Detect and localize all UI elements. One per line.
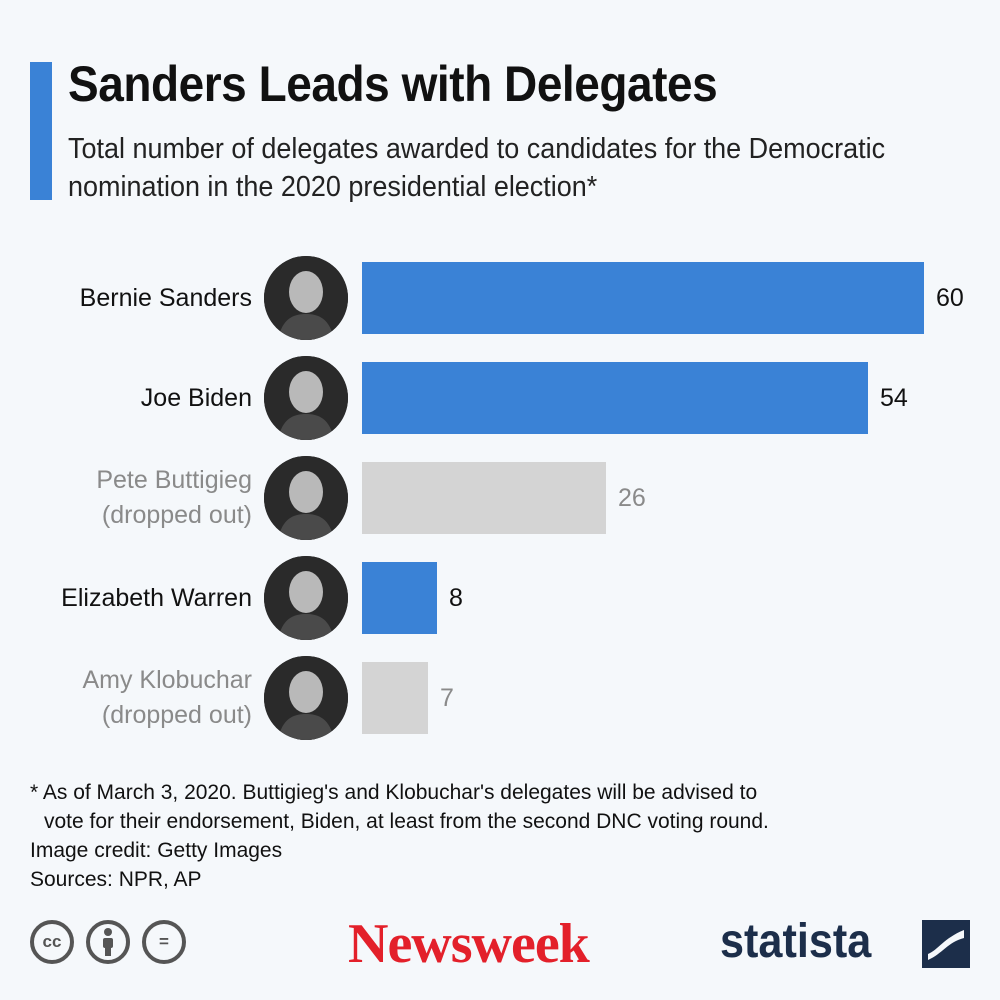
bar (362, 462, 606, 534)
statista-mark-icon (922, 920, 970, 968)
category-label: Bernie Sanders (80, 256, 252, 340)
bar (362, 362, 868, 434)
bar-row: Joe Biden 54 (0, 356, 1000, 440)
sources: Sources: NPR, AP (30, 868, 202, 891)
data-label: 54 (880, 384, 908, 412)
candidate-name: Amy Klobuchar (82, 666, 252, 694)
newsweek-logo[interactable]: Newsweek (348, 913, 590, 975)
bar-row: Amy Klobuchar (dropped out) 7 (0, 656, 1000, 740)
bar-row: Pete Buttigieg (dropped out) 26 (0, 456, 1000, 540)
candidate-name: Bernie Sanders (79, 283, 252, 312)
data-label: 7 (440, 684, 454, 712)
data-label: 60 (936, 284, 964, 312)
portrait-warren-icon (264, 556, 348, 640)
data-label: 26 (618, 484, 646, 512)
candidate-name: Elizabeth Warren (61, 583, 252, 612)
license-icons: cc = (30, 920, 186, 964)
bar-row: Elizabeth Warren 8 (0, 556, 1000, 640)
category-label: Elizabeth Warren (61, 556, 252, 640)
image-credit: Image credit: Getty Images (30, 839, 283, 862)
footnote: * As of March 3, 2020. Buttigieg's and K… (30, 778, 970, 894)
chart-subtitle: Total number of delegates awarded to can… (68, 133, 886, 203)
portrait-buttigieg-icon (264, 456, 348, 540)
attribution-icon[interactable] (86, 920, 130, 964)
candidate-name: Joe Biden (140, 383, 252, 412)
title-accent-bar (30, 62, 52, 200)
statista-logo[interactable]: statista (720, 915, 872, 968)
candidate-status: (dropped out) (101, 501, 252, 529)
footnote-line-2: vote for their endorsement, Biden, at le… (44, 810, 769, 833)
portrait-sanders-icon (264, 256, 348, 340)
candidate-status: (dropped out) (101, 701, 252, 729)
no-derivatives-icon[interactable]: = (142, 920, 186, 964)
footnote-line-1: * As of March 3, 2020. Buttigieg's and K… (30, 781, 758, 804)
category-label: Pete Buttigieg (dropped out) (96, 456, 252, 540)
cc-icon[interactable]: cc (30, 920, 74, 964)
bar (362, 562, 437, 634)
category-label: Joe Biden (141, 356, 252, 440)
bar (362, 262, 924, 334)
candidate-name: Pete Buttigieg (96, 466, 252, 494)
portrait-biden-icon (264, 356, 348, 440)
chart-title: Sanders Leads with Delegates (68, 56, 718, 112)
bar-row: Bernie Sanders 60 (0, 256, 1000, 340)
data-label: 8 (449, 584, 463, 612)
portrait-klobuchar-icon (264, 656, 348, 740)
bar (362, 662, 428, 734)
category-label: Amy Klobuchar (dropped out) (82, 656, 252, 740)
